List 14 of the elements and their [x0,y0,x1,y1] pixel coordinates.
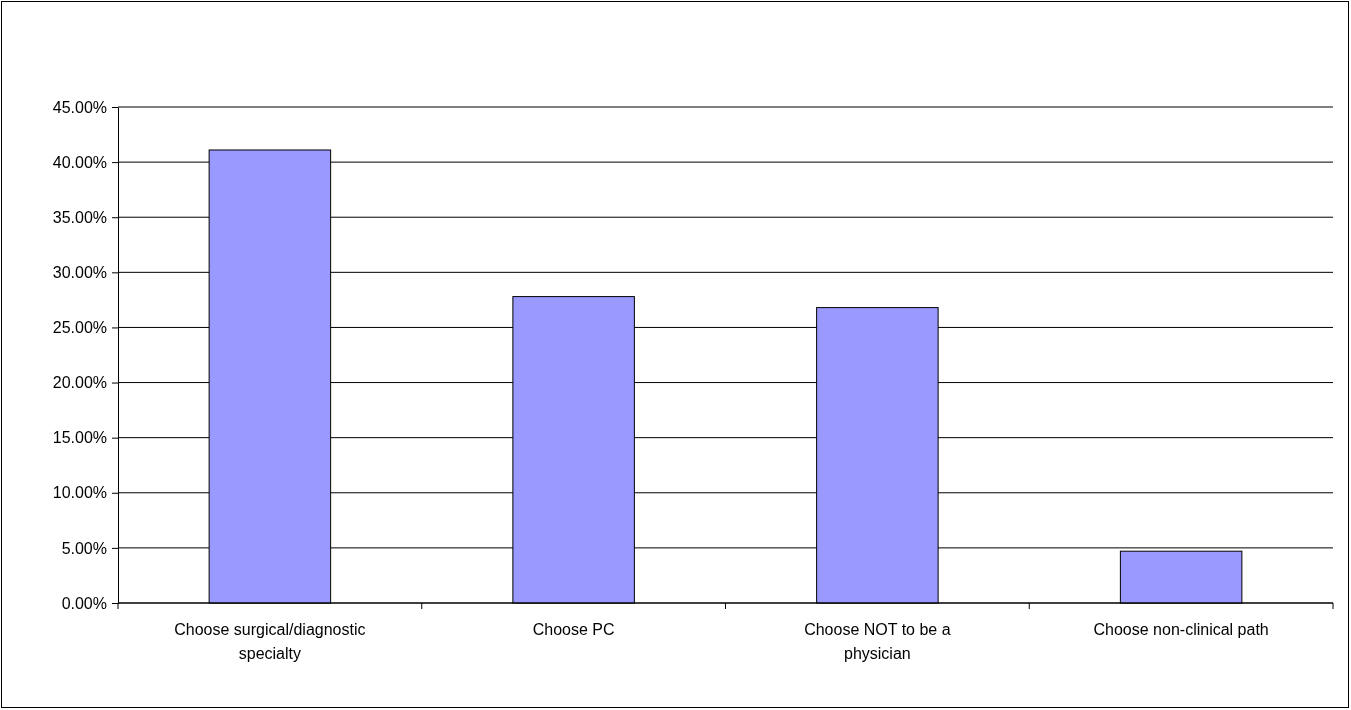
y-tick-label: 5.00% [61,539,107,557]
y-tick-label: 20.00% [52,374,107,392]
y-tick-label: 0.00% [61,594,107,612]
y-tick-label: 15.00% [52,429,107,447]
x-tick-label: Choose NOT to be a physician [804,621,951,662]
y-tick-label: 35.00% [52,208,107,226]
x-tick-label: Choose surgical/diagnostic specialty [174,621,366,662]
x-tick-label: Choose PC [532,621,615,638]
y-tick-label: 40.00% [52,153,107,171]
x-tick-label: Choose non-clinical path [1093,621,1269,638]
y-tick-label: 10.00% [52,484,107,502]
y-tick-label: 30.00% [52,263,107,281]
y-tick-label: 45.00% [52,98,107,116]
y-tick-label: 25.00% [52,319,107,337]
